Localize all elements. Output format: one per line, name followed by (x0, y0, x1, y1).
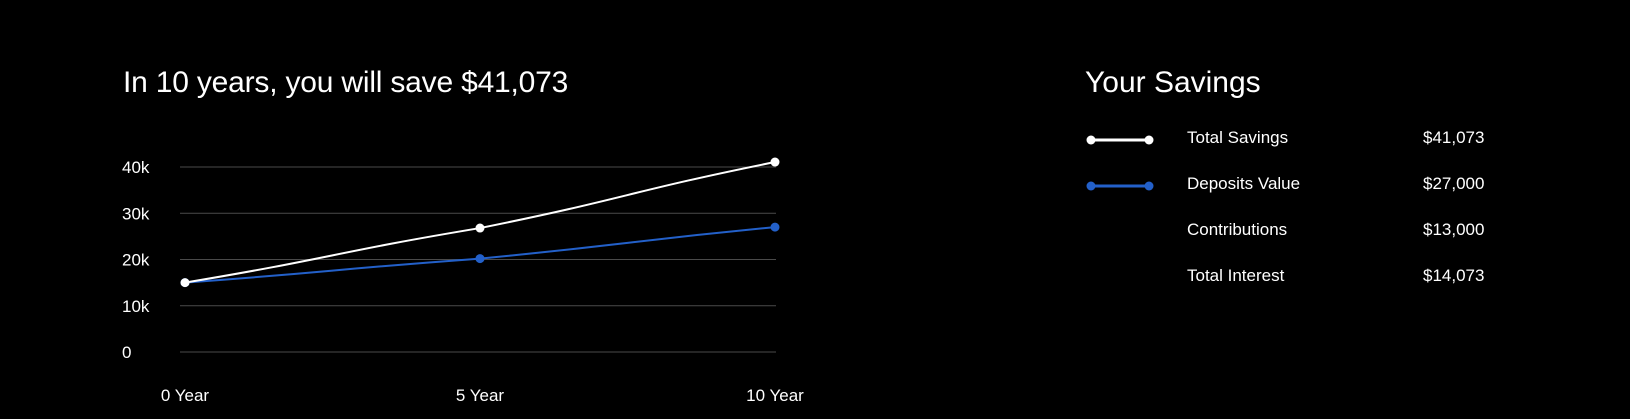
data-point-deposits-value (475, 254, 485, 264)
data-point-total-savings (180, 278, 190, 288)
summary-value: $14,073 (1423, 266, 1485, 285)
y-tick-label: 20k (122, 251, 150, 270)
x-tick-label: 10 Year (746, 386, 804, 405)
legend-swatch-total-savings (1086, 135, 1154, 145)
summary-row-deposits-value: Deposits Value $27,000 (1085, 172, 1515, 202)
summary-label: Deposits Value (1187, 174, 1301, 193)
series-line-total-savings (184, 161, 776, 284)
data-point-total-savings (475, 223, 485, 233)
summary-row-total-interest: Total Interest $14,073 (1085, 264, 1515, 294)
summary-value: $27,000 (1423, 174, 1485, 193)
chart-title: In 10 years, you will save $41,073 (123, 66, 569, 99)
x-tick-label: 0 Year (161, 386, 210, 405)
data-point-total-savings (770, 157, 780, 167)
y-tick-label: 30k (122, 204, 150, 223)
summary-row-total-savings: Total Savings $41,073 (1085, 126, 1515, 156)
summary-label: Contributions (1187, 220, 1288, 239)
summary-row-contributions: Contributions $13,000 (1085, 218, 1515, 248)
y-tick-label: 40k (122, 158, 150, 177)
x-tick-label: 5 Year (456, 386, 505, 405)
savings-line-chart: 0 10k 20k 30k 40k 0 Year 5 Year 10 Year (122, 157, 804, 405)
legend-swatch-deposits-value (1086, 181, 1154, 191)
summary-value: $13,000 (1423, 220, 1485, 239)
summary-title: Your Savings (1085, 66, 1261, 99)
summary-label: Total Interest (1187, 266, 1285, 285)
y-tick-label: 0 (122, 343, 131, 362)
y-tick-label: 10k (122, 297, 150, 316)
data-point-deposits-value (770, 222, 780, 232)
summary-value: $41,073 (1423, 128, 1485, 147)
summary-label: Total Savings (1187, 128, 1289, 147)
